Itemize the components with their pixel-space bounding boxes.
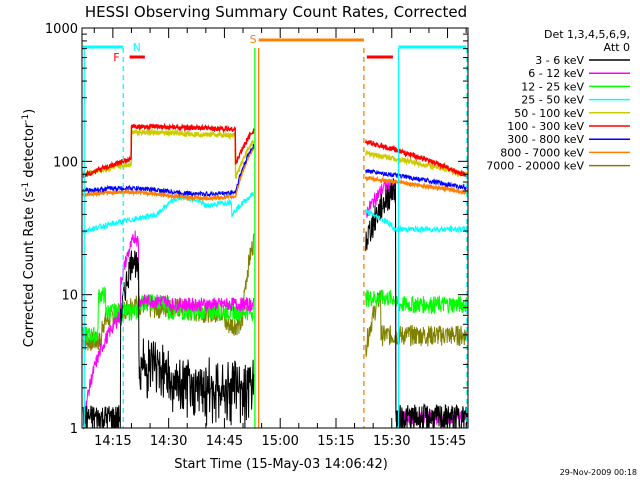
legend-label: 6 - 12 keV: [528, 67, 584, 80]
legend-header-line1: Det 1,3,4,5,6,9,: [544, 28, 630, 41]
flag-label-N: N: [133, 41, 141, 54]
series-line-4: [365, 209, 469, 234]
legend-label: 12 - 25 keV: [521, 80, 584, 93]
legend-label: 100 - 300 keV: [507, 120, 584, 133]
series-line-0: [365, 290, 469, 357]
x-axis-label: Start Time (15-May-03 14:06:42): [174, 457, 388, 472]
chart-title: HESSI Observing Summary Count Rates, Cor…: [85, 3, 467, 21]
series-line-8: [82, 122, 255, 179]
legend-header-line2: Att 0: [604, 41, 630, 54]
y-tick-label: 100: [53, 155, 78, 170]
legend-label: 800 - 7000 keV: [500, 146, 584, 159]
series-line-8: [364, 138, 469, 179]
y-axis-label: Corrected Count Rate (s-1 detector-1): [21, 109, 37, 347]
series-line-3: [365, 178, 469, 429]
series-line-2: [82, 230, 255, 427]
x-tick-label: 15:45: [429, 434, 466, 449]
x-tick-label: 14:45: [206, 434, 243, 449]
y-tick-label: 1000: [45, 22, 78, 37]
footer-date: 29-Nov-2009 00:18: [560, 468, 637, 477]
flag-label-S: S: [250, 33, 257, 46]
plot-frame: [81, 27, 469, 429]
y-tick-label: 1: [70, 422, 78, 437]
x-tick-label: 14:15: [94, 434, 131, 449]
legend-label: 3 - 6 keV: [535, 54, 584, 67]
flag-label-F: F: [113, 51, 119, 64]
series-line-6: [365, 168, 469, 191]
x-tick-label: 14:30: [150, 434, 187, 449]
legend-label: 25 - 50 keV: [521, 94, 584, 107]
x-tick-label: 15:15: [317, 434, 354, 449]
legend-label: 7000 - 20000 keV: [486, 160, 584, 173]
legend-label: 50 - 100 keV: [514, 107, 584, 120]
series-line-6: [82, 143, 255, 198]
legend-label: 300 - 800 keV: [507, 133, 584, 146]
series-line-5: [82, 147, 255, 203]
y-tick-label: 10: [61, 289, 78, 304]
series-line-1: [365, 289, 469, 315]
x-tick-label: 15:00: [261, 434, 298, 449]
plot-data-layer: [82, 122, 469, 430]
x-tick-label: 15:30: [373, 434, 410, 449]
axis-ticks: 1 10 100 1000 14:15 14:30 14:45 15:00 15:15 15:30…: [45, 22, 468, 449]
series-line-4: [82, 192, 255, 235]
series-line-3: [82, 250, 255, 430]
series-line-5: [364, 175, 469, 196]
